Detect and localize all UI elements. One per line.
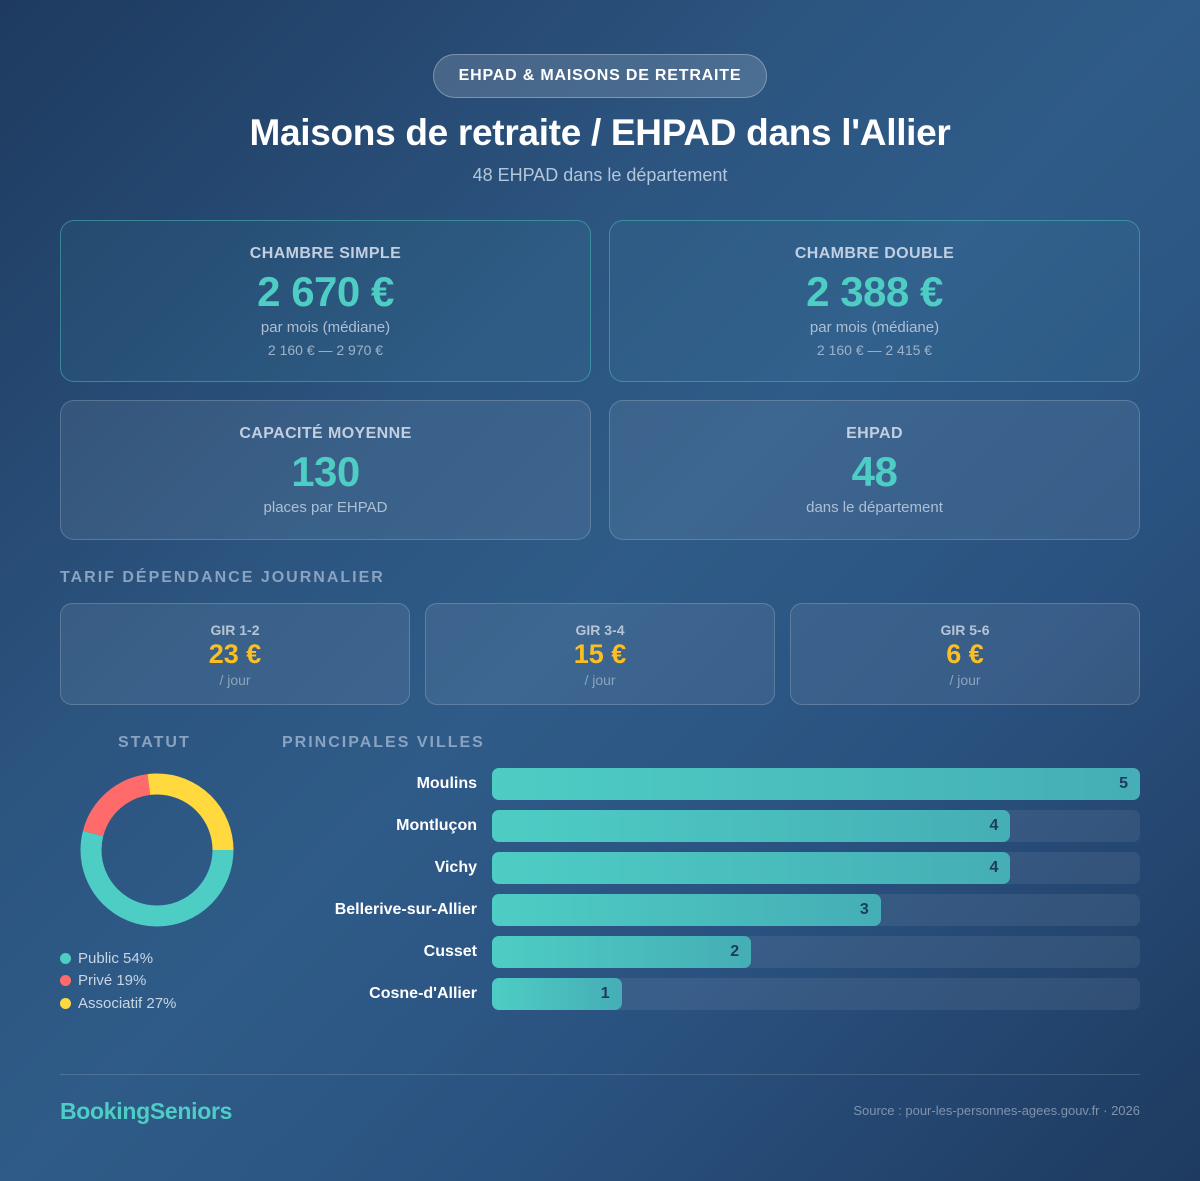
card-range: 2 160 € — 2 415 €	[816, 342, 933, 359]
gir-card-1-2: GIR 1-2 23 € / jour	[60, 603, 410, 705]
bar-track: 4	[492, 810, 1140, 842]
card-chambre-simple: CHAMBRE SIMPLE 2 670 € par mois (médiane…	[60, 220, 591, 382]
category-badge: EHPAD & MAISONS DE RETRAITE	[432, 54, 768, 98]
source-text: Source : pour-les-personnes-agees.gouv.f…	[853, 1103, 1140, 1118]
bar-label: Vichy	[434, 859, 477, 876]
bar-value: 4	[989, 817, 999, 834]
bar-row: Montluçon 4	[282, 810, 1140, 842]
card-range: 2 160 € — 2 970 €	[267, 342, 384, 359]
gir-sub: / jour	[584, 671, 616, 688]
bar-track: 1	[492, 978, 1140, 1010]
legend-label: Privé 19%	[78, 972, 147, 990]
section-title-dependance: TARIF DÉPENDANCE JOURNALIER	[60, 569, 385, 586]
statut-donut-chart	[80, 773, 234, 927]
bar-row: Cosne-d'Allier 1	[282, 978, 1140, 1010]
badge-row: EHPAD & MAISONS DE RETRAITE	[60, 54, 1140, 98]
legend-dot-icon	[60, 975, 71, 987]
bar-track: 5	[492, 768, 1140, 800]
gir-card-5-6: GIR 5-6 6 € / jour	[790, 603, 1140, 705]
bar-fill: 5	[492, 768, 1140, 800]
bar-track: 2	[492, 936, 1140, 968]
bar-label: Bellerive-sur-Allier	[334, 901, 477, 918]
legend-label: Public 54%	[78, 949, 154, 967]
gir-sub: / jour	[219, 671, 251, 688]
card-sub: par mois (médiane)	[809, 319, 940, 337]
bar-value: 1	[600, 985, 610, 1002]
bar-row: Moulins 5	[282, 768, 1140, 800]
card-value: 2 388 €	[806, 268, 943, 315]
bar-fill: 2	[492, 936, 752, 968]
gir-card-3-4: GIR 3-4 15 € / jour	[425, 603, 775, 705]
bar-row: Cusset 2	[282, 936, 1140, 968]
legend-dot-icon	[60, 997, 71, 1009]
card-label: EHPAD	[846, 425, 903, 442]
legend-item: Associatif 27%	[60, 992, 176, 1015]
bar-label: Cosne-d'Allier	[369, 985, 477, 1002]
bar-row: Vichy 4	[282, 852, 1140, 884]
gir-value: 23 €	[208, 639, 262, 669]
legend-item: Privé 19%	[60, 970, 176, 993]
legend-item: Public 54%	[60, 947, 176, 970]
bar-fill: 4	[492, 852, 1011, 884]
bar-value: 3	[859, 901, 869, 918]
gir-sub: / jour	[949, 671, 981, 688]
gir-label: GIR 1-2	[210, 622, 260, 638]
gir-label: GIR 5-6	[940, 622, 990, 638]
card-capacite-moyenne: CAPACITÉ MOYENNE 130 places par EHPAD	[60, 400, 591, 540]
bar-label: Cusset	[423, 943, 477, 960]
page-subtitle: 48 EHPAD dans le département	[472, 165, 728, 185]
legend-dot-icon	[60, 952, 71, 964]
bar-value: 5	[1119, 775, 1128, 792]
footer-divider	[60, 1074, 1140, 1075]
card-chambre-double: CHAMBRE DOUBLE 2 388 € par mois (médiane…	[609, 220, 1140, 382]
gir-value: 15 €	[573, 639, 627, 669]
card-ehpad-count: EHPAD 48 dans le département	[609, 400, 1140, 540]
page-title: Maisons de retraite / EHPAD dans l'Allie…	[249, 112, 951, 153]
card-value: 48	[851, 448, 898, 495]
card-label: CHAMBRE DOUBLE	[794, 245, 955, 262]
brand-logo: BookingSeniors	[60, 1098, 233, 1124]
bar-fill: 1	[492, 978, 622, 1010]
bar-track: 4	[492, 852, 1140, 884]
statut-legend: Public 54% Privé 19% Associatif 27%	[60, 947, 176, 1015]
bar-fill: 4	[492, 810, 1011, 842]
gir-value: 6 €	[946, 639, 984, 669]
card-sub: places par EHPAD	[263, 499, 388, 517]
card-sub: dans le département	[806, 499, 943, 517]
card-sub: par mois (médiane)	[260, 319, 391, 337]
bar-value: 4	[989, 859, 999, 876]
bar-track: 3	[492, 894, 1140, 926]
section-title-villes: PRINCIPALES VILLES	[282, 734, 485, 751]
bar-label: Montluçon	[396, 817, 477, 834]
card-value: 2 670 €	[257, 268, 394, 315]
card-label: CAPACITÉ MOYENNE	[239, 425, 412, 442]
bar-label: Moulins	[416, 775, 477, 792]
villes-bar-chart: Moulins 5 Montluçon 4 Vichy 4 Bellerive-sur-Al…	[282, 768, 1140, 1020]
legend-label: Associatif 27%	[78, 994, 177, 1012]
bar-row: Bellerive-sur-Allier 3	[282, 894, 1140, 926]
gir-label: GIR 3-4	[575, 622, 625, 638]
card-label: CHAMBRE SIMPLE	[249, 245, 402, 262]
section-title-statut: STATUT	[118, 734, 191, 751]
card-value: 130	[291, 448, 360, 495]
donut-segment-associatif	[80, 773, 234, 927]
bar-fill: 3	[492, 894, 881, 926]
bar-value: 2	[730, 943, 740, 960]
